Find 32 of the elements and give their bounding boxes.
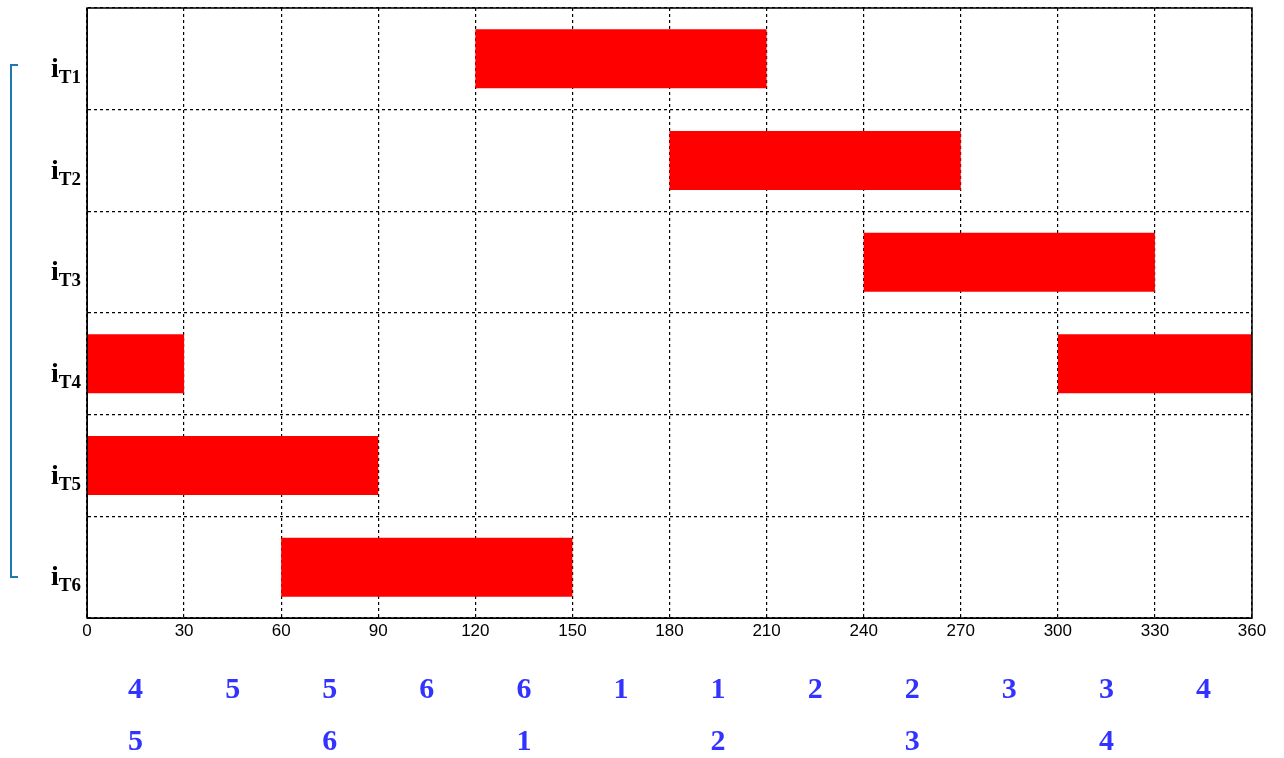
text: 4 5 xyxy=(128,670,144,756)
x-tick-label: 60 xyxy=(271,620,291,640)
text: 2 3 xyxy=(904,670,920,756)
x-tick-label: 360 xyxy=(1237,620,1267,640)
bar xyxy=(863,232,1155,292)
text: 6 xyxy=(419,670,435,704)
x-tick-label: 210 xyxy=(752,620,781,640)
x-tick-label: 270 xyxy=(946,620,975,640)
bar xyxy=(87,436,379,495)
x-tick-label: 120 xyxy=(461,620,490,640)
text: 5 6 xyxy=(322,670,338,756)
text: 3 xyxy=(1001,670,1017,704)
x-tick-label: 240 xyxy=(849,620,878,640)
x-tick-label: 330 xyxy=(1140,620,1170,640)
bar xyxy=(87,334,185,394)
bar xyxy=(281,537,573,597)
bar xyxy=(669,131,961,190)
text: 1 xyxy=(613,670,629,704)
bar xyxy=(1057,334,1252,394)
x-tick-label: 90 xyxy=(368,620,388,640)
text: 6 1 xyxy=(516,670,532,756)
text: 3 4 xyxy=(1098,670,1114,756)
text: 5 xyxy=(225,670,241,704)
text: 2 xyxy=(807,670,823,704)
x-tick-label: 300 xyxy=(1043,620,1073,640)
bar xyxy=(475,29,767,89)
text: 1 2 xyxy=(710,670,726,756)
text: 4 xyxy=(1195,670,1211,704)
x-tick-label: 180 xyxy=(655,620,684,640)
x-tick-label: 30 xyxy=(174,620,194,640)
x-tick-label: 0 xyxy=(82,620,92,640)
x-tick-label: 150 xyxy=(558,620,587,640)
